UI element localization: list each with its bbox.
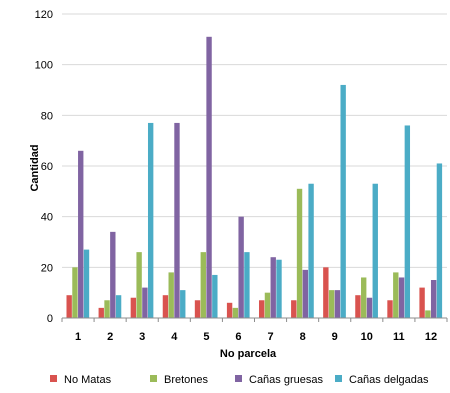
- bar: [130, 297, 137, 318]
- bar: [136, 252, 142, 318]
- legend-label: Bretones: [164, 374, 209, 386]
- bar: [308, 183, 314, 318]
- bar: [104, 300, 110, 318]
- bar: [72, 267, 78, 318]
- bar: [366, 297, 373, 318]
- y-tick-label: 120: [35, 9, 53, 21]
- bar: [355, 295, 361, 318]
- bar: [436, 163, 443, 318]
- bar: [212, 274, 218, 318]
- x-tick-label: 2: [107, 331, 113, 343]
- legend-label: Cañas gruesas: [249, 374, 323, 386]
- bar: [372, 183, 378, 318]
- y-tick-label: 80: [41, 110, 53, 122]
- bar: [244, 252, 250, 318]
- bar: [361, 277, 367, 318]
- bar: [323, 267, 329, 318]
- bar: [393, 272, 399, 318]
- x-tick-label: 6: [235, 331, 241, 343]
- gridlines: [62, 13, 447, 268]
- y-tick-label: 60: [41, 161, 53, 173]
- bar: [147, 122, 154, 318]
- x-tick-label: 8: [300, 331, 306, 343]
- bar: [142, 287, 148, 318]
- bar: [270, 257, 276, 318]
- x-tick-label: 3: [139, 331, 145, 343]
- y-tick-label: 0: [47, 313, 53, 325]
- bar: [174, 122, 180, 318]
- x-tick-label: 7: [267, 331, 273, 343]
- x-axis: [61, 317, 448, 322]
- y-tick-label: 40: [41, 212, 53, 224]
- bar: [180, 290, 186, 318]
- bar: [276, 259, 282, 318]
- bar: [168, 272, 174, 318]
- legend-swatch: [335, 375, 342, 382]
- y-axis-ticks: 0 20 40 60 80 100 120: [35, 9, 53, 325]
- bar: [419, 287, 425, 318]
- bar: [66, 295, 72, 318]
- bar: [398, 277, 405, 318]
- bar: [200, 252, 206, 318]
- y-tick-label: 20: [41, 262, 53, 274]
- bar: [425, 310, 431, 318]
- x-tick-label: 9: [332, 331, 338, 343]
- bar: [78, 150, 84, 318]
- bar: [206, 36, 212, 319]
- bar: [115, 295, 122, 318]
- legend-swatch: [150, 375, 157, 382]
- bar: [340, 84, 346, 318]
- bar: [387, 300, 393, 318]
- bar: [430, 280, 437, 318]
- bar: [264, 292, 271, 318]
- bar: [328, 290, 335, 318]
- bar: [226, 302, 233, 318]
- bar: [302, 269, 308, 318]
- bar: [404, 125, 411, 318]
- bar: [162, 295, 169, 318]
- bar: [98, 307, 104, 318]
- legend-label: No Matas: [64, 374, 112, 386]
- legend-swatch: [235, 375, 242, 382]
- x-tick-label: 4: [171, 331, 178, 343]
- bar: [291, 300, 297, 318]
- y-tick-label: 100: [35, 60, 53, 72]
- x-tick-label: 1: [75, 331, 81, 343]
- legend-swatch: [50, 375, 57, 382]
- bar: [232, 307, 239, 318]
- legend-label: Cañas delgadas: [349, 374, 429, 386]
- bar: [258, 300, 265, 318]
- bar: [238, 216, 244, 318]
- x-tick-label: 12: [425, 331, 437, 343]
- bars: [66, 36, 443, 319]
- x-axis-title: No parcela: [220, 348, 277, 360]
- x-axis-ticks: 1 2 3 4 5 6 7 8 9 10 11 12: [75, 331, 437, 343]
- bar: [110, 231, 116, 318]
- bar: [83, 249, 90, 318]
- legend: No Matas Bretones Cañas gruesas Cañas delga…: [50, 374, 429, 386]
- y-axis-title: Cantidad: [29, 144, 41, 191]
- x-tick-label: 11: [393, 331, 405, 343]
- x-tick-label: 10: [361, 331, 373, 343]
- bar: [194, 300, 201, 318]
- bar: [334, 290, 341, 318]
- x-tick-label: 5: [203, 331, 209, 343]
- bar: [296, 188, 303, 318]
